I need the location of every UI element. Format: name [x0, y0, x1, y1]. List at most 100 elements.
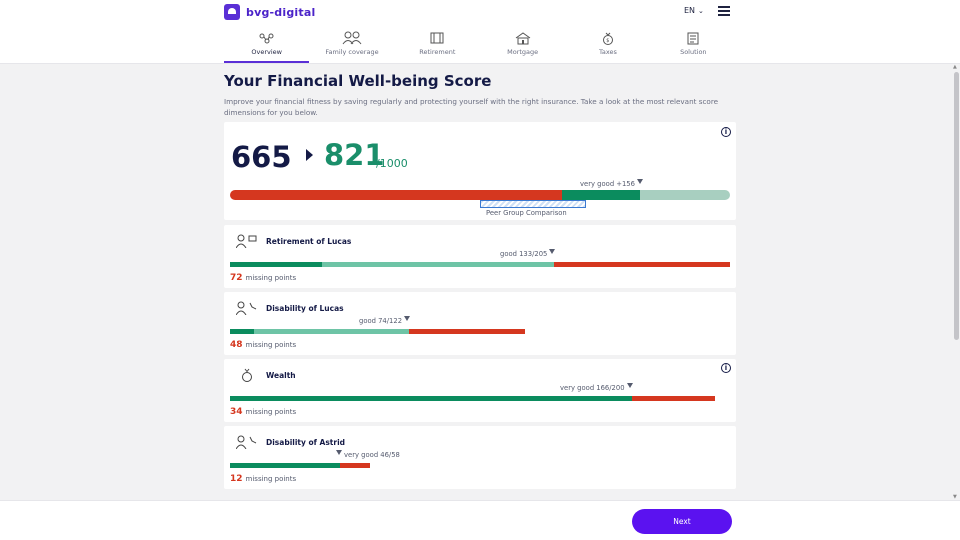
marker-triangle-icon [404, 316, 411, 321]
dimension-marker-label: very good 166/200 [560, 383, 633, 392]
scrollbar-thumb[interactable] [954, 72, 959, 340]
tab-label: Family coverage [325, 48, 379, 56]
missing-number: 48 [230, 340, 243, 350]
current-score: 665 [231, 140, 292, 174]
bar-current [230, 262, 322, 267]
marker-triangle-icon [636, 179, 643, 184]
marker-text: very good +156 [580, 180, 635, 188]
bar-current [230, 396, 632, 401]
language-label: EN [684, 6, 696, 15]
page-title: Your Financial Well-being Score [224, 72, 492, 90]
missing-points: 12 missing points [230, 474, 296, 484]
next-button[interactable]: Next [632, 509, 732, 534]
peer-group-range [480, 200, 586, 208]
dimension-bar [230, 262, 730, 267]
bar-missing [632, 396, 715, 401]
missing-label: missing points [245, 408, 297, 416]
marker-text: very good 166/200 [560, 384, 625, 392]
tab-mortgage[interactable]: Mortgage [480, 30, 565, 64]
overview-icon [224, 30, 309, 46]
svg-text:$: $ [606, 38, 609, 44]
language-selector[interactable]: EN ⌄ [684, 6, 704, 15]
page-scrollbar[interactable]: ▲ ▼ [952, 64, 960, 500]
dimension-bar [230, 329, 525, 334]
marker-triangle-icon [336, 450, 342, 455]
taxes-icon: $ [565, 30, 650, 46]
dimension-marker-label: good 74/122 [359, 316, 411, 325]
dimension-title: Retirement of Lucas [266, 237, 352, 246]
dimension-marker-label: good 133/205 [500, 249, 556, 258]
tab-solution[interactable]: Solution [651, 30, 736, 64]
score-bar-potential [562, 190, 640, 200]
dimension-card-disability-lucas[interactable]: Disability of Lucas good 74/122 48 missin… [224, 292, 736, 355]
marker-text: very good 46/58 [344, 451, 400, 459]
family-icon [309, 30, 394, 46]
info-icon[interactable]: i [721, 363, 731, 373]
missing-label: missing points [245, 475, 297, 483]
mortgage-icon [480, 30, 565, 46]
wealth-icon [236, 368, 258, 382]
main-tabs: Overview Family coverage Retirement Mort… [224, 30, 736, 64]
bar-peer [322, 262, 554, 267]
dimension-title: Disability of Lucas [266, 304, 344, 313]
score-card: i 665 821 /1000 very good +156 Peer Grou… [224, 122, 736, 220]
missing-points: 48 missing points [230, 340, 296, 350]
score-bar-current [230, 190, 562, 200]
tab-family-coverage[interactable]: Family coverage [309, 30, 394, 64]
marker-triangle-icon [549, 249, 556, 254]
logo-icon [224, 4, 240, 20]
arrow-right-icon [306, 149, 313, 161]
dimension-card-retirement-lucas[interactable]: Retirement of Lucas good 133/205 72 missi… [224, 225, 736, 288]
dimension-card-disability-astrid[interactable]: Disability of Astrid very good 46/58 12 m… [224, 426, 736, 489]
potential-score: 821 [324, 138, 385, 172]
hamburger-menu-icon[interactable] [718, 6, 730, 16]
missing-points: 72 missing points [230, 273, 296, 283]
dimension-bar [230, 396, 715, 401]
tab-retirement[interactable]: Retirement [395, 30, 480, 64]
tab-taxes[interactable]: $ Taxes [565, 30, 650, 64]
retirement-icon [395, 30, 480, 46]
dimension-card-wealth[interactable]: i Wealth very good 166/200 34 missing poi… [224, 359, 736, 422]
bar-current [230, 463, 340, 468]
chevron-down-icon: ⌄ [698, 6, 704, 15]
missing-number: 34 [230, 407, 243, 417]
score-bar-remaining [640, 190, 730, 200]
peer-group-label: Peer Group Comparison [486, 209, 567, 217]
missing-number: 12 [230, 474, 243, 484]
bar-current [230, 329, 254, 334]
marker-text: good 74/122 [359, 317, 403, 325]
intro-text: Improve your financial fitness by saving… [224, 97, 719, 117]
marker-text: good 133/205 [500, 250, 548, 258]
person-icon [236, 301, 258, 315]
dimension-title: Disability of Astrid [266, 438, 346, 447]
dimension-title: Wealth [266, 371, 296, 380]
tab-label: Solution [680, 48, 707, 56]
top-header: bvg-digital EN ⌄ Overview Family coverag… [0, 0, 960, 64]
missing-label: missing points [245, 274, 297, 282]
missing-number: 72 [230, 273, 243, 283]
tab-label: Retirement [419, 48, 456, 56]
footer-bar: Next [0, 500, 960, 540]
tab-overview[interactable]: Overview [224, 30, 310, 64]
info-icon[interactable]: i [721, 127, 731, 137]
scroll-down-icon[interactable]: ▼ [953, 494, 957, 500]
score-max: /1000 [376, 157, 408, 170]
person-icon [236, 234, 258, 248]
person-icon [236, 435, 258, 449]
tab-label: Taxes [599, 48, 617, 56]
scroll-up-icon[interactable]: ▲ [953, 64, 957, 70]
score-bar [230, 190, 730, 200]
bar-missing [554, 262, 730, 267]
score-marker-label: very good +156 [580, 179, 643, 188]
dimension-bar [230, 463, 370, 468]
bar-missing [409, 329, 525, 334]
solution-icon [651, 30, 736, 46]
brand-logo[interactable]: bvg-digital [224, 4, 315, 20]
bar-missing [340, 463, 370, 468]
missing-points: 34 missing points [230, 407, 296, 417]
dimension-marker-label: very good 46/58 [336, 450, 400, 459]
tab-label: Overview [251, 48, 282, 56]
bar-peer [254, 329, 409, 334]
tab-label: Mortgage [507, 48, 539, 56]
missing-label: missing points [245, 341, 297, 349]
